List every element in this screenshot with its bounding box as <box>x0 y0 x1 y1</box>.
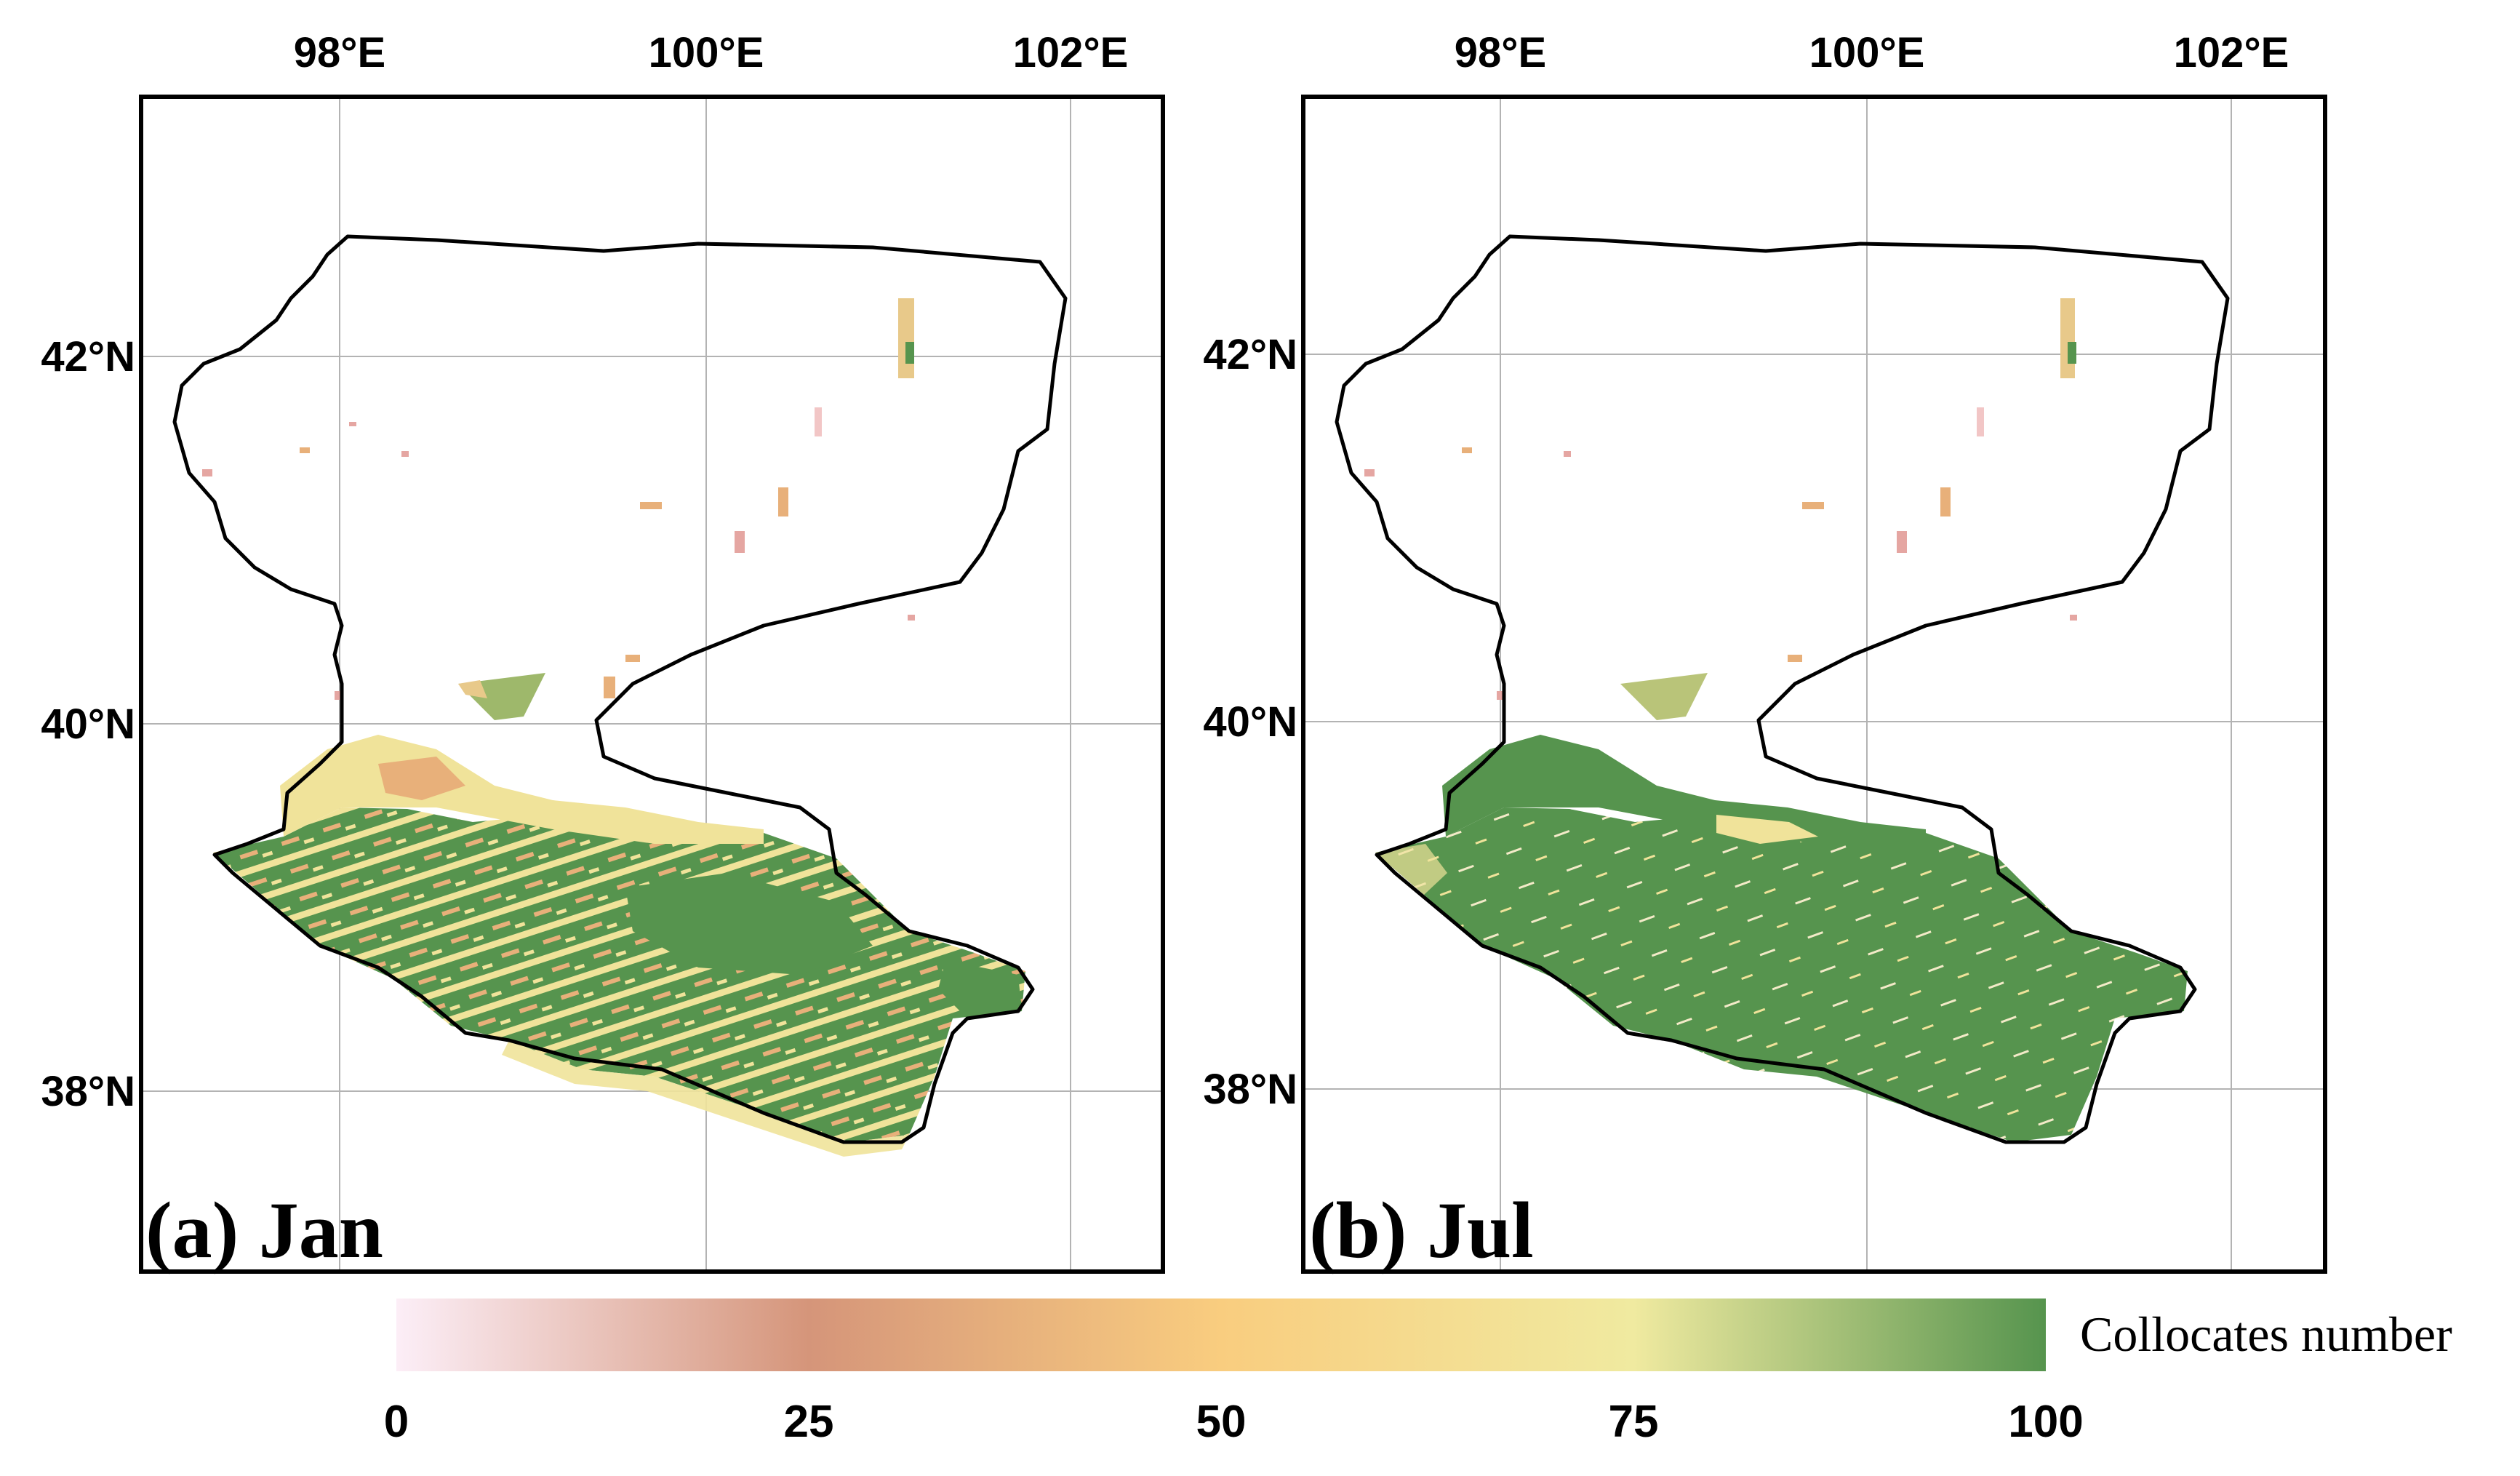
x-tick-102: 102°E <box>1013 29 1129 76</box>
colorbar-tick-50: 50 <box>1196 1397 1247 1447</box>
colorbar: Collocates number 0 25 50 75 100 <box>384 1299 2452 1447</box>
gridlines <box>141 97 1163 1272</box>
x-tick-98: 98°E <box>1455 29 1546 76</box>
colorbar-tick-0: 0 <box>384 1397 409 1447</box>
y-tick-42: 42°N <box>41 333 135 380</box>
x-tick-98: 98°E <box>294 29 385 76</box>
colorbar-tick-75: 75 <box>1609 1397 1659 1447</box>
fringe-north <box>1716 815 1818 844</box>
green-core-east <box>938 960 1022 1018</box>
panel-label: (a) Jan <box>145 1186 383 1274</box>
y-tick-40: 40°N <box>1203 698 1297 746</box>
panel-jan: 98°E 100°E 102°E 42°N 40°N 38°N (a) Jan <box>41 29 1165 1274</box>
y-tick-42: 42°N <box>1203 331 1297 378</box>
x-tick-100: 100°E <box>649 29 764 76</box>
x-tick-100: 100°E <box>1809 29 1925 76</box>
gridlines <box>1303 97 2325 1272</box>
y-tick-38: 38°N <box>41 1068 135 1115</box>
basin-outline <box>1335 234 2230 1144</box>
patch-triangle-edge <box>458 680 487 698</box>
green-core-mid <box>625 873 873 975</box>
basin-outline <box>172 234 1068 1144</box>
y-tick-38: 38°N <box>1203 1066 1297 1113</box>
colorbar-gradient <box>396 1299 2046 1371</box>
panel-label: (b) Jul <box>1309 1186 1534 1274</box>
vegetation-region-south <box>213 807 1025 1142</box>
map-frame <box>139 95 1165 1274</box>
transition-band <box>1442 735 1926 844</box>
y-tick-40: 40°N <box>41 701 135 748</box>
colorbar-tick-100: 100 <box>2008 1397 2083 1447</box>
map-frame <box>1301 95 2327 1274</box>
panel-jul: 98°E 100°E 102°E 42°N 40°N 38°N (b) Jul <box>1203 29 2327 1274</box>
patch-triangle <box>1620 673 1708 720</box>
orange-spots <box>378 757 465 800</box>
vegetation-region-south <box>1375 807 2188 1142</box>
scattered-points <box>202 298 915 700</box>
x-tick-102: 102°E <box>2174 29 2289 76</box>
colorbar-title: Collocates number <box>2080 1307 2452 1362</box>
colorbar-tick-25: 25 <box>784 1397 834 1447</box>
fringe-south <box>1375 844 1447 895</box>
scattered-points <box>1364 298 2077 700</box>
patch-triangle <box>458 673 545 720</box>
